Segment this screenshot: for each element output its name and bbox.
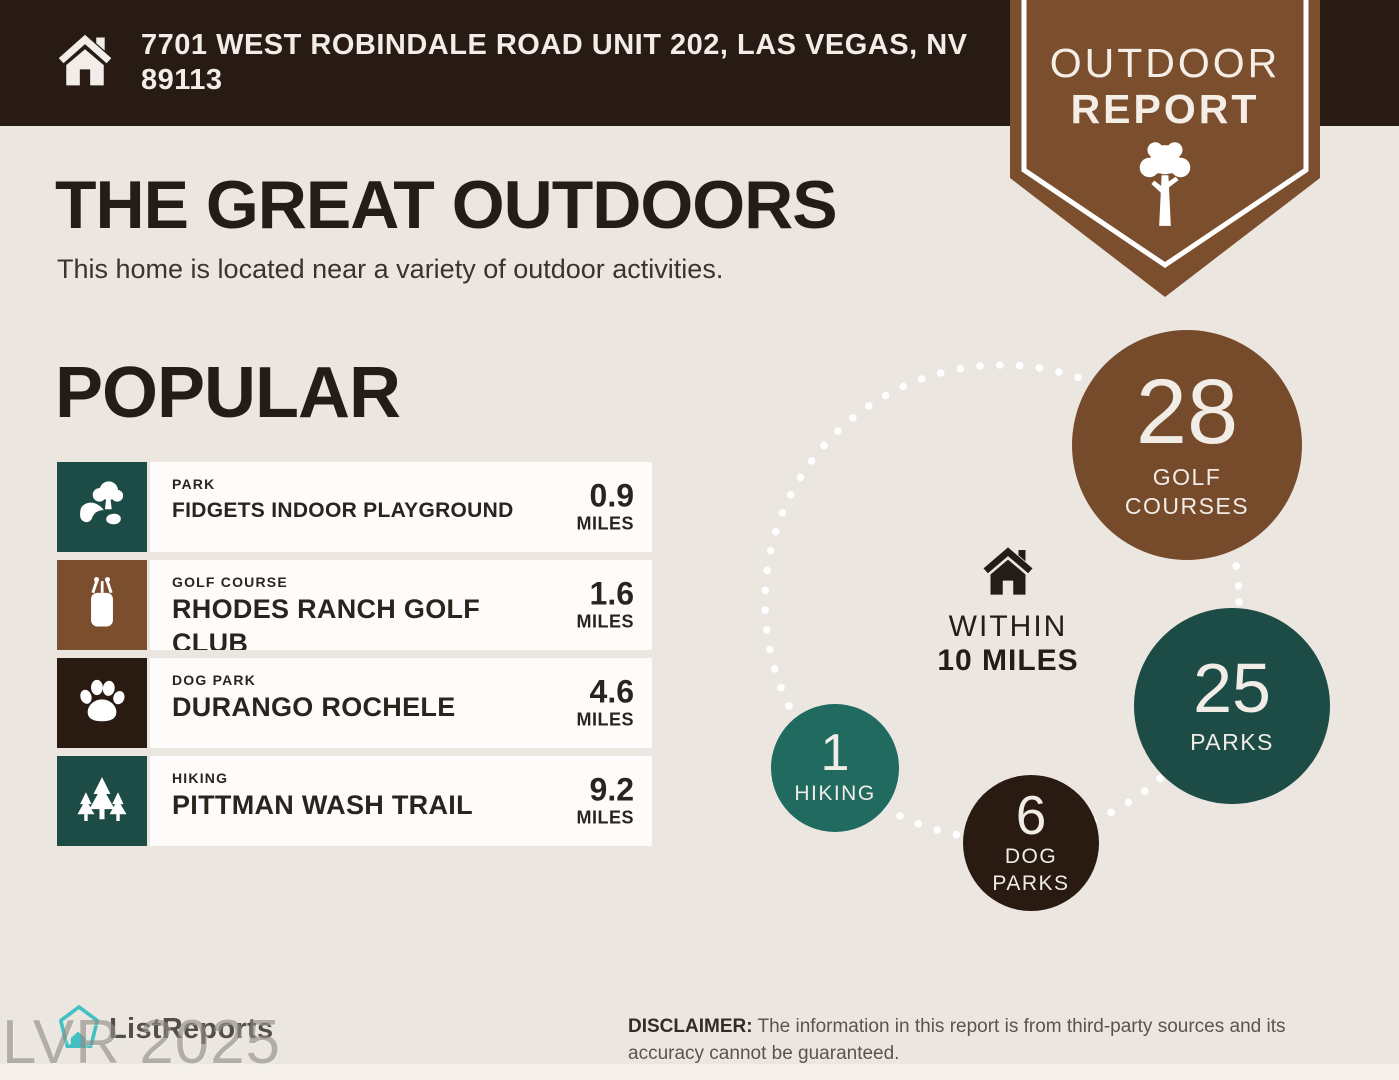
item-distance: 1.6 MILES — [576, 575, 634, 633]
item-category: HIKING — [172, 770, 229, 786]
bubble-value: 25 — [1193, 648, 1271, 727]
bubble-dog-parks: 6 DOG PARKS — [963, 775, 1099, 911]
disclaimer-label: DISCLAIMER: — [628, 1016, 753, 1037]
tree-icon — [1129, 138, 1201, 237]
item-category: GOLF COURSE — [172, 574, 288, 590]
dog-paw-icon — [75, 674, 129, 733]
item-icon-box — [57, 658, 147, 748]
park-tree-icon — [75, 478, 129, 537]
item-category: DOG PARK — [172, 672, 257, 688]
item-name: PITTMAN WASH TRAIL — [172, 789, 473, 820]
item-name: DURANGO ROCHELE — [172, 691, 456, 722]
listreports-logo: ListReports — [58, 1004, 273, 1055]
outdoor-report-badge: OUTDOOR REPORT — [1010, 0, 1320, 300]
item-content: DOG PARK DURANGO ROCHELE 4.6 MILES — [150, 658, 652, 748]
list-item-golf-course: GOLF COURSE RHODES RANCH GOLF CLUB 1.6 M… — [57, 560, 652, 650]
item-distance-value: 1.6 — [589, 575, 634, 612]
dotted-radius-circle — [761, 361, 1243, 843]
page-subtitle: This home is located near a variety of o… — [57, 254, 724, 284]
item-icon-box — [57, 756, 147, 846]
bubble-value: 1 — [820, 723, 850, 782]
disclaimer: DISCLAIMER: The information in this repo… — [628, 1014, 1348, 1068]
item-category: PARK — [172, 476, 216, 492]
item-distance: 9.2 MILES — [576, 771, 634, 829]
item-content: HIKING PITTMAN WASH TRAIL 9.2 MILES — [150, 756, 652, 846]
address-line-1: 7701 WEST ROBINDALE ROAD UNIT 202, LAS V… — [141, 29, 968, 61]
within-label: WITHIN — [948, 610, 1068, 643]
item-distance: 4.6 MILES — [576, 673, 634, 731]
listreports-logo-icon — [58, 1004, 100, 1055]
house-icon — [980, 547, 1036, 601]
item-distance-unit: MILES — [576, 807, 634, 828]
bubble-value: 6 — [1015, 784, 1047, 847]
watermark: LVR 2025 — [2, 1008, 282, 1077]
item-distance: 0.9 MILES — [576, 477, 634, 535]
badge-title-line2: REPORT — [1070, 86, 1260, 132]
page-title: THE GREAT OUTDOORS — [55, 167, 838, 243]
bottom-strip — [0, 1064, 1399, 1080]
bubble-label: HIKING — [794, 782, 876, 806]
address-line-2: 89113 — [141, 63, 223, 96]
brand-name: ListReports — [109, 1013, 274, 1045]
bubble-value: 28 — [1135, 361, 1239, 464]
golf-bag-icon — [77, 574, 127, 637]
item-icon-box — [57, 462, 147, 552]
item-distance-unit: MILES — [576, 611, 634, 632]
disclaimer-text: The information in this report is from t… — [628, 1016, 1286, 1064]
bubble-label: GOLF COURSES — [1124, 464, 1250, 520]
bubble-golf-courses: 28 GOLF COURSES — [1072, 330, 1302, 560]
item-content: PARK FIDGETS INDOOR PLAYGROUND 0.9 MILES — [150, 462, 652, 552]
item-distance-value: 4.6 — [589, 673, 634, 710]
popular-heading: POPULAR — [55, 353, 401, 433]
bubble-label: DOG PARKS — [992, 845, 1070, 895]
bubble-label: PARKS — [1190, 729, 1274, 756]
home-icon — [55, 30, 115, 95]
item-distance-value: 9.2 — [589, 771, 634, 808]
radius-center-label: WITHIN 10 MILES — [908, 545, 1108, 678]
item-distance-unit: MILES — [576, 513, 634, 534]
item-distance-value: 0.9 — [589, 477, 634, 514]
item-name: RHODES RANCH GOLF CLUB — [172, 593, 481, 650]
badge-title-line1: OUTDOOR — [1049, 40, 1281, 86]
bubble-parks: 25 PARKS — [1134, 608, 1330, 804]
item-distance-unit: MILES — [576, 709, 634, 730]
list-item-hiking: HIKING PITTMAN WASH TRAIL 9.2 MILES — [57, 756, 652, 846]
bubble-hiking: 1 HIKING — [771, 704, 899, 832]
item-name: FIDGETS INDOOR PLAYGROUND — [172, 498, 514, 522]
pine-trees-icon — [75, 772, 129, 831]
item-icon-box — [57, 560, 147, 650]
property-address: 7701 WEST ROBINDALE ROAD UNIT 202, LAS V… — [141, 28, 967, 98]
item-content: GOLF COURSE RHODES RANCH GOLF CLUB 1.6 M… — [150, 560, 652, 650]
list-item-park: PARK FIDGETS INDOOR PLAYGROUND 0.9 MILES — [57, 462, 652, 552]
distance-label: 10 MILES — [937, 644, 1079, 677]
list-item-dog-park: DOG PARK DURANGO ROCHELE 4.6 MILES — [57, 658, 652, 748]
popular-list: PARK FIDGETS INDOOR PLAYGROUND 0.9 MILES — [57, 462, 652, 854]
